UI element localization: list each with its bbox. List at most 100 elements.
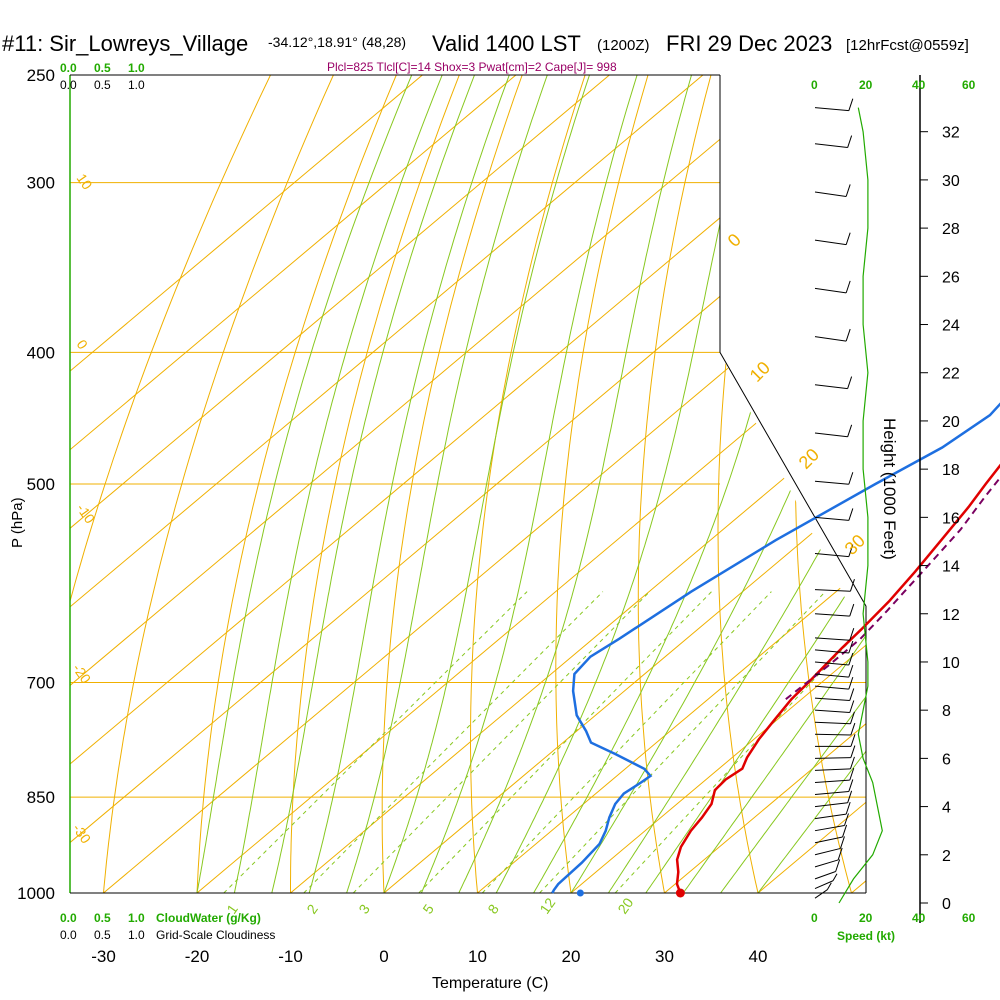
wind-barb: [814, 847, 843, 868]
adiabat-label-10: 10: [746, 358, 774, 386]
moist-adiabat--12: [271, 75, 475, 893]
mixing-ratio-label-20: 20: [614, 895, 636, 917]
height-label-16: 16: [942, 510, 960, 527]
wind-barb: [814, 813, 849, 832]
cl-tick-top-2: 1.0: [128, 78, 145, 92]
valid-date: FRI 29 Dec 2023: [666, 31, 832, 56]
moist-adiabat-28: [645, 75, 866, 893]
station-title: #11: Sir_Lowreys_Village: [2, 31, 248, 56]
wind-barb: [814, 508, 854, 521]
cl-tick-top-0: 0.0: [60, 78, 77, 92]
height-label-2: 2: [942, 848, 951, 865]
moist-adiabat-40: [757, 75, 866, 893]
valid-time: Valid 1400 LST: [432, 31, 581, 56]
wind-barb: [814, 603, 855, 617]
wind-barb: [814, 722, 856, 736]
wind-barb: [814, 836, 845, 856]
isotherm--80: [70, 75, 610, 893]
height-label-10: 10: [942, 655, 960, 672]
dry-adiabat--30: [103, 75, 334, 893]
surface-temperature-dot: [675, 888, 685, 898]
cl-tick-bot-2: 1.0: [128, 928, 145, 942]
wind-barb: [814, 676, 854, 690]
cw-tick-bot-0: 0.0: [60, 911, 77, 925]
wind-barb: [814, 628, 855, 641]
right-border: [719, 75, 867, 893]
moist-adiabat--20: [196, 75, 413, 893]
temp-tick-30: 30: [655, 947, 674, 966]
cloudiness-label: Grid-Scale Cloudiness: [156, 928, 275, 942]
isotherm--60: [70, 75, 797, 893]
isotherm--70: [70, 75, 704, 893]
temp-tick-20: 20: [562, 947, 581, 966]
moist-adiabat--4: [346, 75, 548, 893]
cloudwater-label: CloudWater (g/Kg): [156, 911, 261, 925]
dry-adiabat-70: [943, 75, 1000, 893]
height-label-26: 26: [942, 269, 960, 286]
mixing-ratio-label-5: 5: [419, 901, 437, 917]
speed-tick-top-1: 20: [859, 78, 873, 92]
height-label-4: 4: [942, 800, 951, 817]
speed-axis-label: Speed (kt): [837, 929, 895, 943]
moist-adiabat-4: [420, 75, 638, 893]
moist-adiabat-24: [607, 75, 866, 893]
station-coords: -34.12°,18.91° (48,28): [268, 34, 406, 50]
speed-tick-bot-0: 0: [811, 911, 818, 925]
isotherm-label-10: 10: [74, 171, 96, 193]
dry-adiabat-10: [470, 75, 586, 893]
wind-barb: [814, 579, 855, 592]
mixing-ratio-5: [418, 591, 712, 893]
grid-layer: [69, 74, 1000, 894]
height-label-6: 6: [942, 751, 951, 768]
moist-adiabat-12: [495, 75, 756, 893]
speed-tick-bot-1: 20: [859, 911, 873, 925]
height-label-12: 12: [942, 607, 960, 624]
dry-adiabat--40: [70, 75, 271, 893]
mixing-ratio-8: [481, 591, 772, 893]
dry-adiabat--10: [290, 75, 460, 893]
wind-barb: [814, 652, 854, 666]
wind-panel: [814, 75, 928, 923]
data-layer: [551, 402, 1000, 898]
isotherm-label-0: 0: [74, 337, 92, 353]
pressure-tick-250: 250: [27, 66, 55, 85]
adiabat-label-0: 0: [724, 230, 745, 251]
dry-adiabat-30: [637, 75, 712, 893]
mixing-ratio-3: [352, 591, 651, 893]
dewpoint-line: [551, 402, 1000, 894]
moist-adiabat-36: [720, 75, 866, 893]
moist-adiabat-32: [682, 75, 866, 893]
mixing-ratio-1: [223, 591, 528, 893]
zulu-time: (1200Z): [597, 37, 650, 54]
height-axis-label: Height (1000 Feet): [880, 418, 899, 560]
isotherm--90: [70, 75, 517, 893]
stability-indices: Plcl=825 Tlcl[C]=14 Shox=3 Pwat[cm]=2 Ca…: [327, 60, 617, 74]
temp-tick-0: 0: [379, 947, 388, 966]
parcel-line: [785, 476, 1000, 700]
cl-tick-top-1: 0.5: [94, 78, 111, 92]
wind-barb: [814, 640, 854, 654]
wind-barb: [814, 135, 853, 149]
wind-barb: [814, 376, 853, 390]
wind-barb: [814, 779, 854, 796]
height-label-20: 20: [942, 414, 960, 431]
isotherm--100: [70, 75, 423, 893]
wind-barb: [814, 859, 841, 880]
moist-adiabat-8: [458, 75, 692, 893]
isotherm--30: [103, 75, 866, 893]
moist-adiabat--8: [308, 75, 510, 893]
wind-barb: [814, 873, 838, 889]
wind-barb: [814, 472, 854, 485]
wind-barb: [814, 544, 854, 558]
height-label-30: 30: [942, 173, 960, 190]
y-axis-label: P (hPa): [9, 497, 26, 548]
wind-barb: [814, 790, 853, 808]
speed-tick-top-3: 60: [962, 78, 976, 92]
pressure-tick-500: 500: [27, 475, 55, 494]
mixing-ratio-label-3: 3: [355, 901, 373, 917]
cw-tick-bot-2: 1.0: [128, 911, 145, 925]
dry-adiabat-40: [717, 75, 775, 893]
wind-speed-profile: [838, 107, 883, 904]
